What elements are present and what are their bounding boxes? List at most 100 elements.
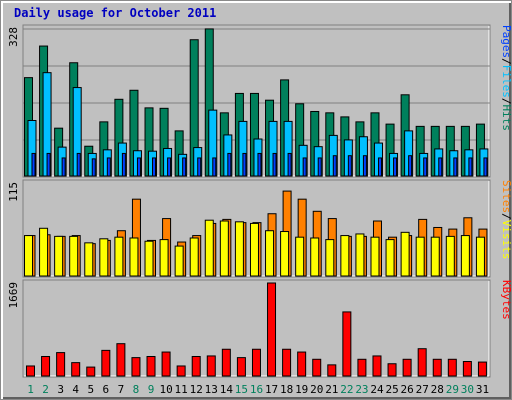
- bar-kbytes-day-10: [161, 351, 171, 377]
- bar-visits-day-3: [54, 235, 64, 277]
- tick-label-day-29: 29: [446, 383, 459, 396]
- ymax-label-hits-files-pages: 328: [7, 27, 20, 47]
- tick-label-day-25: 25: [385, 383, 398, 396]
- bar-visits-day-31: [475, 236, 485, 277]
- bar-pages-day-11: [182, 157, 187, 177]
- bar-pages-day-30: [468, 157, 473, 177]
- tick-label-day-28: 28: [431, 383, 444, 396]
- axis-label-part: Visits: [500, 220, 512, 260]
- bar-visits-day-29: [445, 235, 455, 277]
- bar-visits-day-24: [370, 236, 380, 277]
- bar-kbytes-day-27: [417, 348, 427, 377]
- tick-label-day-5: 5: [87, 383, 94, 396]
- bar-pages-day-4: [76, 152, 81, 177]
- bar-kbytes-day-31: [477, 361, 487, 377]
- bar-visits-day-28: [430, 236, 440, 277]
- tick-label-day-10: 10: [159, 383, 172, 396]
- chart-title: Daily usage for October 2011: [14, 6, 217, 20]
- bar-pages-day-16: [257, 152, 262, 177]
- axis-label-hits-files-pages: Pages/Files/Hits: [500, 25, 512, 131]
- bar-kbytes-day-4: [71, 362, 81, 377]
- axis-label-part: /: [500, 98, 512, 105]
- tick-label-day-23: 23: [355, 383, 368, 396]
- tick-label-day-24: 24: [370, 383, 384, 396]
- tick-label-day-21: 21: [325, 383, 338, 396]
- bar-visits-day-23: [355, 233, 365, 277]
- ymax-label-kbytes: 1669: [7, 282, 20, 309]
- bar-pages-day-8: [136, 157, 141, 177]
- axis-label-part: Files: [500, 65, 512, 98]
- bar-kbytes-day-7: [116, 343, 126, 377]
- ymax-label-sites-visits: 115: [7, 182, 20, 202]
- bar-pages-day-23: [362, 155, 367, 177]
- bar-pages-day-17: [272, 152, 277, 177]
- bar-kbytes-day-11: [176, 365, 186, 377]
- bar-kbytes-day-23: [357, 358, 367, 377]
- bar-pages-day-9: [152, 157, 157, 177]
- bar-visits-day-25: [385, 239, 395, 277]
- bar-pages-day-5: [91, 158, 96, 177]
- bar-pages-day-27: [423, 157, 428, 177]
- tick-label-day-9: 9: [148, 383, 155, 396]
- bar-visits-day-20: [310, 237, 320, 277]
- bar-visits-day-27: [415, 236, 425, 277]
- tick-label-day-27: 27: [416, 383, 429, 396]
- axis-label-part: Hits: [500, 105, 512, 132]
- bar-pages-day-24: [377, 157, 382, 177]
- bar-kbytes-day-9: [146, 355, 156, 377]
- bar-kbytes-day-16: [251, 348, 261, 377]
- bar-kbytes-day-29: [447, 358, 457, 377]
- bar-pages-day-6: [106, 157, 111, 177]
- bar-pages-day-31: [483, 157, 488, 177]
- bar-visits-day-15: [234, 221, 244, 277]
- bar-visits-day-5: [84, 242, 94, 277]
- bar-pages-day-12: [197, 157, 202, 177]
- tick-label-day-30: 30: [461, 383, 474, 396]
- bar-visits-day-10: [159, 239, 169, 277]
- tick-label-day-16: 16: [250, 383, 263, 396]
- tick-label-day-18: 18: [280, 383, 293, 396]
- tick-label-day-4: 4: [72, 383, 79, 396]
- bar-pages-day-25: [393, 157, 398, 177]
- bar-kbytes-day-19: [297, 351, 307, 377]
- bar-visits-day-30: [460, 235, 470, 277]
- tick-label-day-15: 15: [235, 383, 248, 396]
- bar-pages-day-29: [453, 157, 458, 177]
- tick-label-day-2: 2: [42, 383, 49, 396]
- bar-kbytes-day-20: [312, 358, 322, 377]
- bar-visits-day-7: [114, 236, 124, 277]
- axis-label-part: Sites: [500, 180, 512, 213]
- bar-visits-day-13: [204, 219, 214, 277]
- tick-label-day-3: 3: [57, 383, 64, 396]
- bar-pages-day-1: [31, 152, 36, 177]
- bar-visits-day-26: [400, 231, 410, 277]
- bar-visits-day-18: [280, 231, 290, 277]
- bar-kbytes-day-22: [342, 311, 352, 377]
- bar-pages-day-22: [347, 155, 352, 177]
- bar-visits-day-17: [265, 230, 275, 277]
- tick-label-day-11: 11: [175, 383, 188, 396]
- bar-kbytes-day-18: [282, 348, 292, 377]
- axis-label-part: /: [500, 213, 512, 220]
- bar-kbytes-day-8: [131, 357, 141, 377]
- bar-pages-day-19: [302, 157, 307, 177]
- tick-label-day-17: 17: [265, 383, 278, 396]
- bar-pages-day-14: [227, 152, 232, 177]
- bar-pages-day-21: [332, 155, 337, 177]
- bar-kbytes-day-15: [236, 357, 246, 377]
- axis-label-part: /: [500, 58, 512, 65]
- bar-visits-day-21: [325, 239, 335, 277]
- tick-label-day-13: 13: [205, 383, 218, 396]
- bar-pages-day-3: [61, 157, 66, 177]
- bar-kbytes-day-13: [206, 355, 216, 377]
- bar-pages-day-7: [121, 152, 126, 177]
- axis-label-kbytes: KBytes: [500, 280, 512, 320]
- bar-pages-day-15: [242, 152, 247, 177]
- bar-visits-day-16: [249, 222, 259, 277]
- bar-kbytes-day-3: [56, 352, 66, 377]
- bar-kbytes-day-2: [41, 355, 51, 377]
- bar-visits-day-22: [340, 235, 350, 277]
- bar-kbytes-day-21: [327, 364, 337, 377]
- tick-label-day-12: 12: [190, 383, 203, 396]
